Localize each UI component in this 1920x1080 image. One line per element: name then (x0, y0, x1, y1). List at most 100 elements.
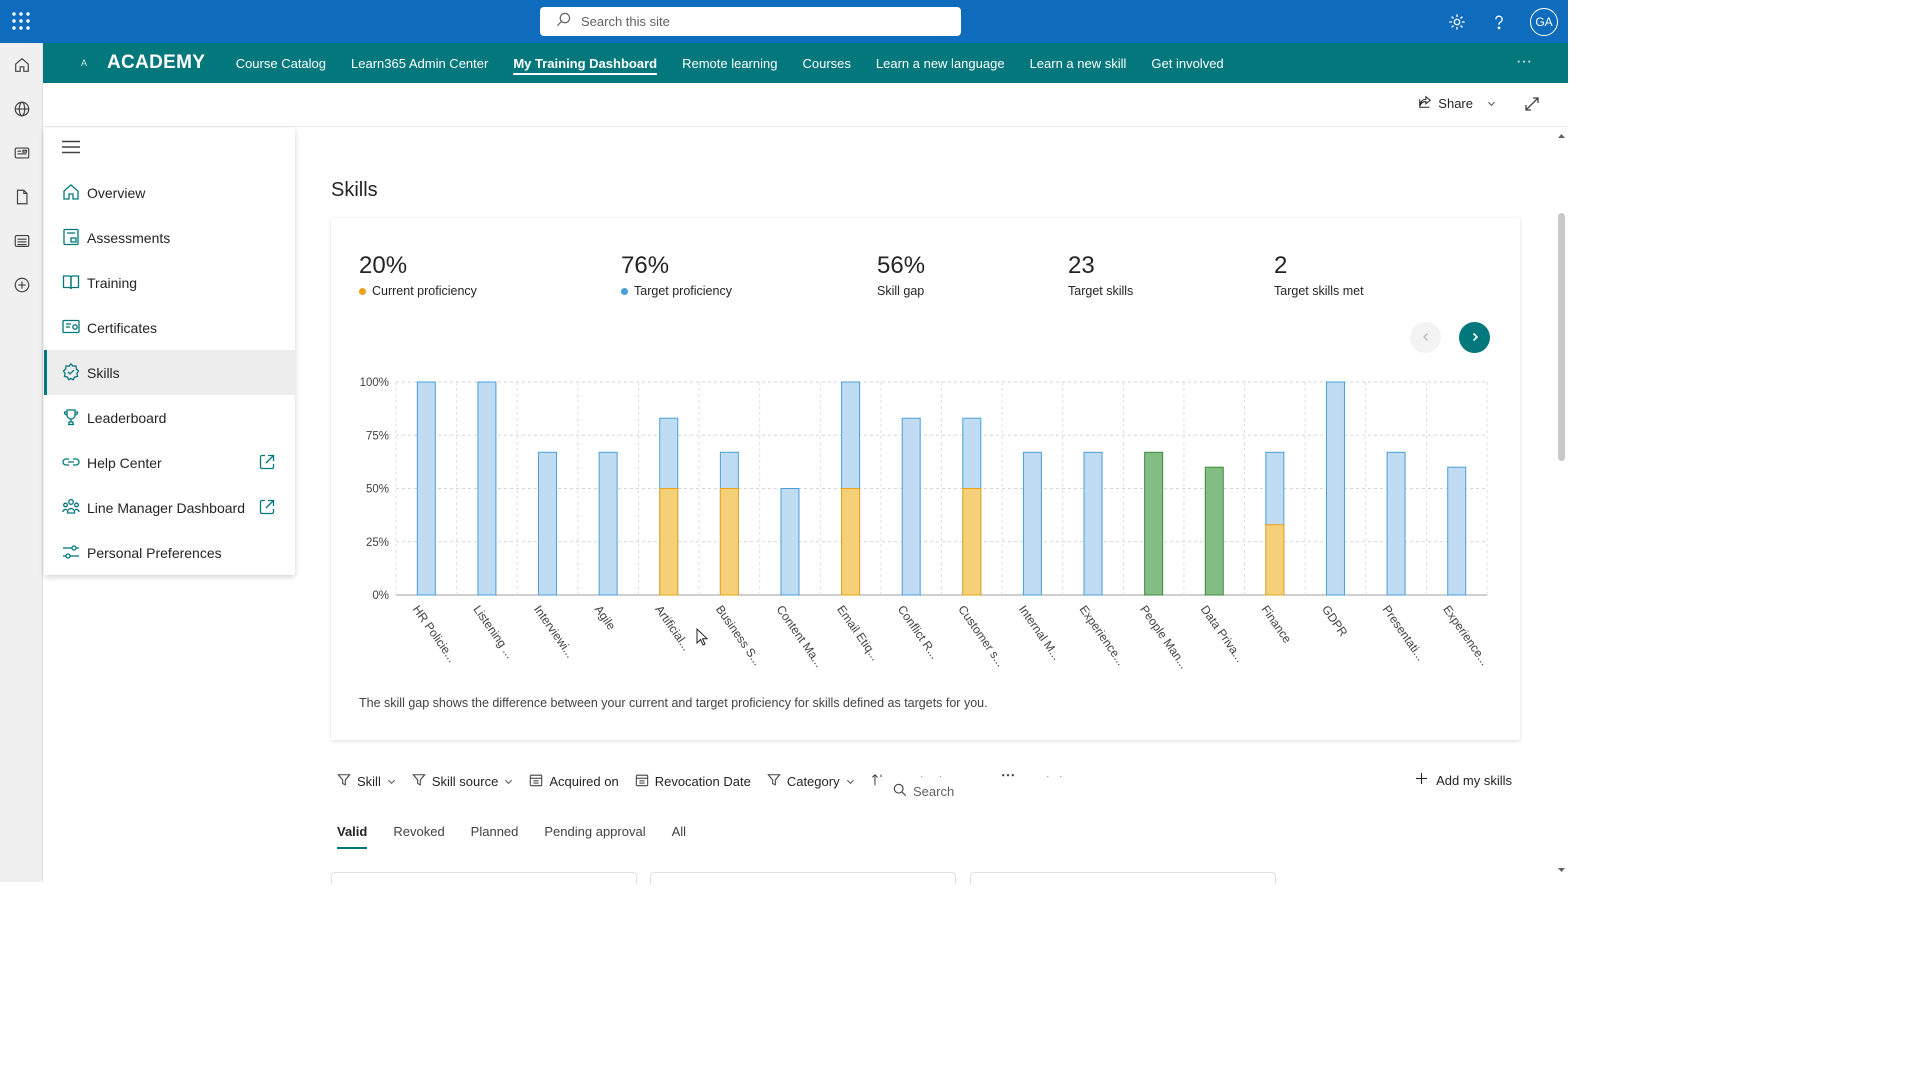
tab-planned[interactable]: Planned (470, 824, 519, 839)
bar-current (841, 488, 861, 596)
certificate-icon (61, 317, 81, 337)
stat-target-skills-met: 2 Target skills met (1274, 252, 1364, 298)
skills-bar-chart: 0% 25% 50% 75% 100% HR Policie... Listening ..… (360, 377, 1492, 672)
nav-link-learn-language[interactable]: Learn a new language (875, 55, 1005, 71)
add-circle-icon[interactable] (0, 263, 43, 307)
filter-acquired-on[interactable]: Acquired on (529, 773, 619, 790)
sidebar-item-skills[interactable]: Skills (44, 350, 295, 395)
skill-card[interactable] (331, 872, 637, 884)
expand-icon[interactable] (1524, 96, 1540, 117)
more-icon[interactable]: ··· (1516, 53, 1532, 70)
page-scrollbar[interactable] (1555, 128, 1568, 882)
filter-category[interactable]: Category (767, 773, 855, 790)
skill-card[interactable] (970, 872, 1276, 884)
sidebar-item-personal-preferences[interactable]: Personal Preferences (44, 530, 295, 575)
share-button[interactable]: Share (1418, 95, 1496, 112)
filter-label: Skill (357, 773, 381, 789)
filter-label: Revocation Date (654, 773, 751, 789)
sidebar-item-assessments[interactable]: Assessments (44, 215, 295, 260)
user-avatar[interactable]: GA (1530, 7, 1558, 36)
x-tick-label: Data Priva... (1198, 603, 1247, 665)
chart-next-button[interactable] (1459, 322, 1490, 353)
x-tick-label: People Man... (1137, 603, 1191, 672)
stat-label: Target skills met (1274, 284, 1364, 298)
nav-link-course-catalog[interactable]: Course Catalog (235, 55, 327, 71)
nav-link-get-involved[interactable]: Get involved (1151, 55, 1224, 71)
stat-value: 56% (877, 252, 926, 279)
add-my-skills-label: Add my skills (1436, 772, 1512, 788)
bar-target (1325, 381, 1345, 596)
nav-link-remote-learning[interactable]: Remote learning (682, 55, 778, 71)
x-tick-label: Conflict R... (895, 603, 942, 662)
stat-label: Target proficiency (634, 284, 732, 298)
filter-revocation-date[interactable]: Revocation Date (635, 773, 751, 790)
filter-label: Category (786, 773, 840, 789)
help-icon[interactable] (1488, 11, 1510, 33)
nav-link-training-dashboard[interactable]: My Training Dashboard (513, 43, 657, 83)
tab-all[interactable]: All (671, 824, 687, 839)
filter-skill[interactable]: Skill (337, 773, 396, 790)
site-logo[interactable]: A (81, 58, 88, 68)
bar-target (1022, 451, 1042, 596)
sidebar-item-certificates[interactable]: Certificates (44, 305, 295, 350)
stat-target-proficiency: 76% Target proficiency (621, 252, 732, 298)
search-placeholder: Search this site (581, 14, 670, 29)
chevron-down-icon (387, 774, 396, 789)
bar-target (1447, 466, 1467, 596)
hamburger-menu-icon[interactable] (62, 140, 80, 159)
assessment-icon (61, 227, 81, 247)
stat-skill-gap: 56% Skill gap (877, 252, 925, 298)
globe-icon[interactable] (0, 87, 43, 131)
y-tick-label: 0% (372, 590, 389, 602)
chevron-down-icon (1487, 96, 1496, 111)
y-tick-label: 50% (366, 484, 389, 496)
home-icon (61, 182, 81, 202)
x-tick-label: Finance (1258, 603, 1294, 646)
bar-target (901, 417, 921, 596)
sidebar-item-overview[interactable]: Overview (44, 170, 295, 215)
stat-value: 23 (1068, 252, 1095, 279)
sidebar-item-line-manager-dashboard[interactable]: Line Manager Dashboard (44, 485, 295, 530)
skills-search-input[interactable]: Search (877, 777, 1298, 806)
chevron-down-icon (504, 774, 513, 789)
list-icon[interactable] (0, 219, 43, 263)
stat-value: 76% (621, 252, 670, 279)
filter-icon (767, 773, 781, 790)
chart-previous-button[interactable] (1410, 322, 1441, 353)
x-tick-label: Email Etiq... (834, 603, 882, 663)
settings-gear-icon[interactable] (1446, 11, 1468, 33)
legend-dot-target (621, 287, 628, 295)
filter-skill-source[interactable]: Skill source (412, 773, 513, 790)
trophy-icon (61, 407, 81, 427)
sidebar-item-leaderboard[interactable]: Leaderboard (44, 395, 295, 440)
tab-pending-approval[interactable]: Pending approval (544, 824, 646, 839)
filter-label: Acquired on (549, 773, 619, 789)
sidebar-item-training[interactable]: Training (44, 260, 295, 305)
scrollbar-thumb[interactable] (1558, 213, 1565, 461)
chevron-left-icon (1421, 329, 1431, 347)
site-search-box[interactable]: Search this site (540, 7, 961, 36)
sidebar-item-help-center[interactable]: Help Center (44, 440, 295, 485)
y-tick-label: 25% (366, 537, 389, 549)
stat-value: 20% (359, 252, 408, 279)
sidebar-item-label: Assessments (87, 229, 171, 246)
add-my-skills-button[interactable]: Add my skills (1415, 772, 1512, 788)
nav-link-admin-center[interactable]: Learn365 Admin Center (351, 55, 489, 71)
app-bar (0, 43, 43, 882)
tab-valid[interactable]: Valid (337, 824, 368, 849)
news-icon[interactable] (0, 131, 43, 175)
app-launcher-icon[interactable] (11, 11, 31, 31)
open-in-new-icon (257, 497, 277, 517)
bar-current (1265, 524, 1285, 596)
nav-link-courses[interactable]: Courses (802, 55, 851, 71)
skill-card[interactable] (650, 872, 956, 884)
document-icon[interactable] (0, 175, 43, 219)
x-tick-label: Artificial... (652, 603, 693, 654)
x-tick-label: GDPR (1319, 603, 1351, 640)
home-icon[interactable] (0, 43, 43, 87)
site-title[interactable]: ACADEMY (107, 52, 206, 73)
bar-target (538, 451, 558, 596)
filter-icon (412, 773, 426, 790)
nav-link-learn-skill[interactable]: Learn a new skill (1029, 55, 1127, 71)
tab-revoked[interactable]: Revoked (393, 824, 445, 839)
